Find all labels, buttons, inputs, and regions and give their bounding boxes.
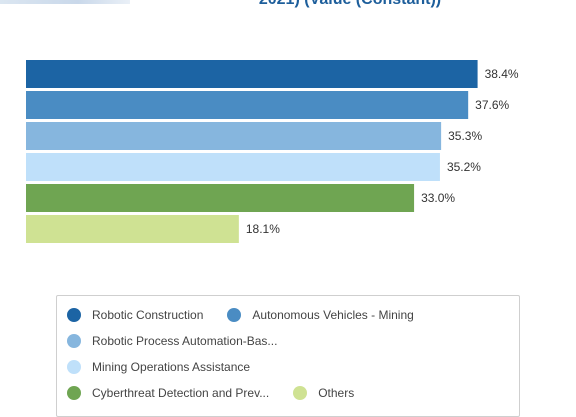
legend-item-others[interactable]: Others bbox=[293, 386, 354, 400]
legend-swatch-icon bbox=[67, 360, 81, 374]
legend-item-autonomous-vehicles-mining[interactable]: Autonomous Vehicles - Mining bbox=[227, 308, 414, 322]
bar-chart-plot: 38.4% 37.6% 35.3% 35.2% 33.0% 18.1% bbox=[26, 60, 519, 243]
legend-item-mining-operations-assistance[interactable]: Mining Operations Assistance bbox=[67, 360, 250, 374]
legend-label: Robotic Construction bbox=[92, 308, 204, 322]
bar-value-label: 37.6% bbox=[475, 98, 509, 112]
legend-item-robotic-process-automation[interactable]: Robotic Process Automation-Bas... bbox=[67, 334, 277, 348]
bar-3[interactable] bbox=[26, 122, 442, 150]
chart-legend: Robotic Construction Autonomous Vehicles… bbox=[56, 295, 520, 417]
bar-value-label: 35.2% bbox=[447, 160, 481, 174]
bar-6[interactable] bbox=[26, 215, 239, 243]
legend-swatch-icon bbox=[227, 308, 242, 322]
legend-label: Others bbox=[318, 386, 355, 400]
legend-item-robotic-construction[interactable]: Robotic Construction bbox=[67, 308, 203, 322]
brand-logo-fragment bbox=[0, 0, 130, 4]
legend-swatch-icon bbox=[67, 308, 81, 322]
bar-5[interactable] bbox=[26, 184, 415, 212]
legend-swatch-icon bbox=[67, 334, 81, 348]
bar-4[interactable] bbox=[26, 153, 440, 181]
legend-label: Cyberthreat Detection and Prev... bbox=[92, 386, 270, 400]
bar-value-label: 35.3% bbox=[448, 129, 482, 143]
bar-value-label: 38.4% bbox=[485, 67, 519, 81]
legend-swatch-icon bbox=[67, 386, 81, 400]
bar-value-label: 33.0% bbox=[421, 191, 455, 205]
legend-label: Robotic Process Automation-Bas... bbox=[92, 334, 278, 348]
chart-title: 2021) (Value (Constant)) bbox=[150, 0, 550, 9]
bar-2[interactable] bbox=[26, 91, 469, 119]
bar-value-label: 18.1% bbox=[246, 222, 280, 236]
bar-1[interactable] bbox=[26, 60, 478, 88]
legend-swatch-icon bbox=[293, 386, 308, 400]
legend-label: Mining Operations Assistance bbox=[92, 360, 251, 374]
legend-item-cyberthreat-detection[interactable]: Cyberthreat Detection and Prev... bbox=[67, 386, 269, 400]
legend-label: Autonomous Vehicles - Mining bbox=[252, 308, 414, 322]
